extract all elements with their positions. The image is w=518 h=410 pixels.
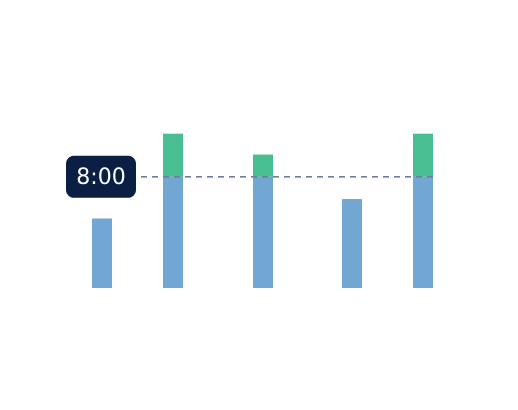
bar-base-2 [163,176,183,288]
bar-base-3 [253,176,273,288]
target-badge-background [66,155,136,198]
target-badge: 8:00 [66,155,136,198]
bar-base-4 [342,199,362,288]
bars-layer [92,133,433,288]
target-badge-label: 8:00 [76,165,125,190]
bar-base-5 [413,176,433,288]
bar-base-1 [92,218,112,288]
bar-overtime-3 [253,154,273,177]
bar-overtime-5 [413,133,433,177]
bar-overtime-2 [163,133,183,177]
